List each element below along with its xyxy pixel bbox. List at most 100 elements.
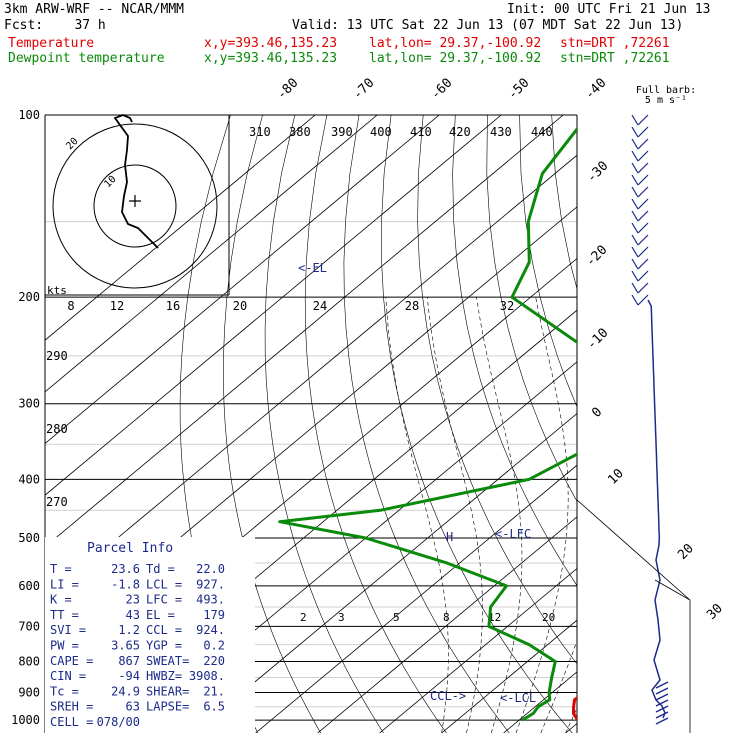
parcel-info-value: 0.2: [203, 639, 225, 653]
isotherm-20: [503, 671, 577, 733]
wind-barb: [631, 162, 639, 174]
theta-label: 410: [410, 125, 432, 139]
wind-barb-low: [655, 717, 669, 725]
isotherm-label: -80: [274, 76, 301, 103]
isotherm-label: 0: [589, 405, 605, 421]
ccl-marker: CCL->: [430, 689, 466, 703]
parcel-info-key: PW =: [50, 639, 79, 653]
theta-label: 430: [490, 125, 512, 139]
wind-barb: [637, 294, 649, 306]
wind-barb: [631, 270, 639, 282]
wind-barb: [637, 126, 649, 138]
parcel-info-value: 493.: [196, 593, 225, 607]
isotherm--80: [45, 154, 577, 600]
theta-label: 440: [531, 125, 553, 139]
isotherm-30: [565, 722, 577, 733]
isotherm-label: -10: [584, 326, 611, 353]
pressure-label: 400: [18, 472, 40, 486]
moist-adiabat: [565, 707, 577, 733]
hodograph-ring-label: 20: [64, 136, 80, 152]
parcel-info-title: Parcel Info: [87, 541, 173, 556]
temperature-latlon: lat,lon= 29.37,-100.92: [369, 36, 542, 51]
isotherm--30: [193, 412, 577, 733]
isotherm-label: -40: [582, 76, 609, 103]
hodograph-center: [129, 195, 141, 207]
parcel-info-key: CCL =: [146, 623, 182, 637]
dewpoint-profile: [278, 126, 577, 722]
parcel-info-value: 078/00: [97, 715, 140, 729]
dry-adiabat: [264, 115, 384, 733]
pressure-label: 700: [18, 619, 40, 633]
isotherm-40: [628, 115, 740, 733]
theta-e-label: 280: [46, 422, 68, 436]
parcel-info-value: 23: [126, 593, 140, 607]
wind-barb: [637, 246, 649, 258]
moist-adiabat: [385, 297, 449, 733]
wind-key-label: Full barb:: [636, 85, 696, 96]
wind-barb: [637, 282, 649, 294]
pressure-label: 500: [18, 531, 40, 545]
parcel-info-key: CAPE =: [50, 654, 93, 668]
pressure-label: 900: [18, 685, 40, 699]
parcel-info-value: 63: [126, 700, 140, 714]
parcel-info-key: LI =: [50, 577, 79, 591]
dry-adiabat: [584, 115, 740, 733]
wind-profile-line: [647, 299, 666, 719]
pressure-label: 100: [18, 108, 40, 122]
wind-barb: [637, 150, 649, 162]
isotherm-0: [379, 567, 577, 733]
parcel-info-key: Tc =: [50, 684, 79, 698]
wind-barb: [637, 138, 649, 150]
dry-adiabat: [381, 115, 573, 733]
wind-barb-low: [655, 705, 669, 713]
theta-label: 310: [249, 125, 271, 139]
isotherm--120: [45, 115, 378, 393]
wind-barb-low: [655, 681, 669, 689]
parcel-info-key: K =: [50, 593, 72, 607]
hodograph-ring-inner: [93, 164, 177, 248]
dewpoint-station: stn=DRT ,72261: [560, 51, 670, 66]
wind-barb: [631, 210, 639, 222]
hodograph-speed-label: 24: [313, 299, 327, 313]
hodograph-speed-label: 28: [405, 299, 419, 313]
wind-barb: [631, 150, 639, 162]
parcel-info-key: LCL =: [146, 577, 182, 591]
wind-barb: [637, 114, 649, 126]
dry-adiabat: [616, 115, 740, 733]
pressure-label: 200: [18, 290, 40, 304]
mixing-ratio-label: 3: [338, 611, 345, 624]
temperature-xy: x,y=393.46,135.23: [204, 36, 338, 51]
hodograph-ring-outer: [52, 123, 218, 289]
parcel-info-value: 24.9: [111, 684, 140, 698]
parcel-info-key: LFC =: [146, 593, 182, 607]
parcel-info-value: 3908.: [189, 669, 225, 683]
wind-barb-low: [655, 693, 669, 701]
dry-adiabat: [680, 115, 740, 733]
parcel-info-value: 867: [118, 654, 140, 668]
wind-barb: [631, 174, 639, 186]
wind-barb: [637, 210, 649, 222]
hodograph-speed-label: 20: [233, 299, 247, 313]
wind-barb: [631, 198, 639, 210]
theta-e-label: 290: [46, 349, 68, 363]
hodograph-ring-label: 10: [102, 174, 118, 190]
pressure-label: 600: [18, 579, 40, 593]
wind-barb: [631, 114, 639, 126]
wind-barb-low: [655, 699, 669, 707]
wind-barb: [637, 270, 649, 282]
parcel-info-key: SWEAT=: [146, 654, 189, 668]
theta-label: 400: [370, 125, 392, 139]
moist-adiabat: [515, 297, 569, 733]
isotherm--10: [317, 516, 577, 733]
isotherm-label: 10: [605, 466, 627, 488]
dry-adiabat: [486, 115, 577, 502]
parcel-info-value: 22.0: [196, 562, 225, 576]
isotherm--110: [45, 115, 440, 445]
temperature-profile: [572, 696, 577, 722]
wind-barb: [637, 198, 649, 210]
dry-adiabat: [551, 115, 577, 290]
parcel-info-value: 1.2: [118, 623, 140, 637]
isotherm-label: -50: [505, 76, 532, 103]
forecast-hour: Fcst: 37 h: [4, 18, 106, 33]
temperature-legend: Temperature: [8, 36, 95, 51]
